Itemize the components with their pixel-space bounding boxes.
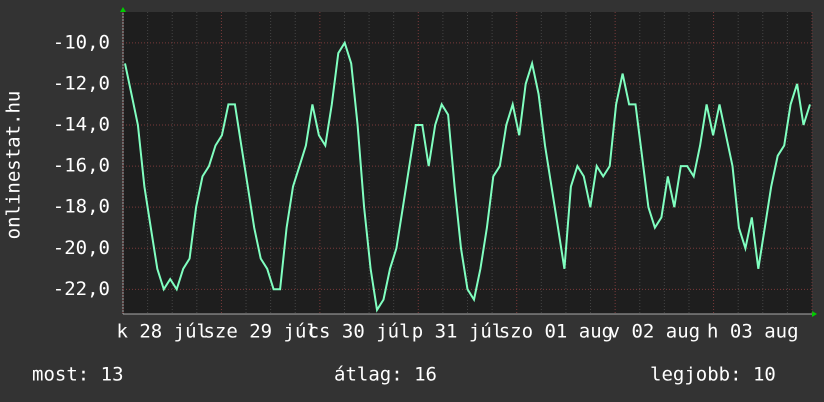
y-tick-label: -10,0: [53, 31, 110, 53]
footer-best: legjobb: 10: [650, 364, 776, 386]
y-tick-label: -12,0: [53, 72, 110, 94]
axis-arrow: [812, 311, 817, 317]
x-tick-label: szo 01 aug: [499, 321, 613, 343]
y-tick-label: -20,0: [53, 237, 110, 259]
footer-now: most: 13: [32, 364, 124, 386]
x-tick-label: k 28 júl: [116, 321, 208, 343]
y-tick-label: -22,0: [53, 278, 110, 300]
y-tick-label: -18,0: [53, 196, 110, 218]
x-tick-label: v 02 aug: [609, 321, 701, 343]
x-tick-label: p 31 júl: [412, 321, 504, 343]
y-axis-label: onlinestat.hu: [3, 91, 25, 240]
x-tick-label: cs 30 júl: [308, 321, 411, 343]
footer-average: átlag: 16: [334, 364, 437, 386]
x-tick-label: sze 29 júl: [203, 321, 317, 343]
axis-arrow: [120, 7, 126, 12]
y-tick-label: -16,0: [53, 155, 110, 177]
x-tick-label: h 03 aug: [707, 321, 799, 343]
y-tick-label: -14,0: [53, 113, 110, 135]
data-line: [124, 40, 811, 313]
